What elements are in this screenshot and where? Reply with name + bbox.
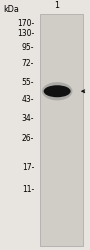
Text: 17-: 17-: [22, 163, 34, 172]
Text: 170-: 170-: [17, 19, 34, 28]
Text: 11-: 11-: [22, 186, 34, 194]
Text: 55-: 55-: [22, 78, 34, 87]
Ellipse shape: [44, 85, 71, 97]
Text: kDa: kDa: [3, 6, 19, 15]
Text: 43-: 43-: [22, 96, 34, 104]
Text: 72-: 72-: [22, 59, 34, 68]
Text: 1: 1: [55, 1, 60, 10]
Text: 26-: 26-: [22, 134, 34, 143]
Text: 95-: 95-: [22, 43, 34, 52]
Text: 130-: 130-: [17, 29, 34, 38]
Text: 34-: 34-: [22, 114, 34, 123]
Ellipse shape: [42, 82, 72, 100]
Bar: [40, 14, 83, 246]
